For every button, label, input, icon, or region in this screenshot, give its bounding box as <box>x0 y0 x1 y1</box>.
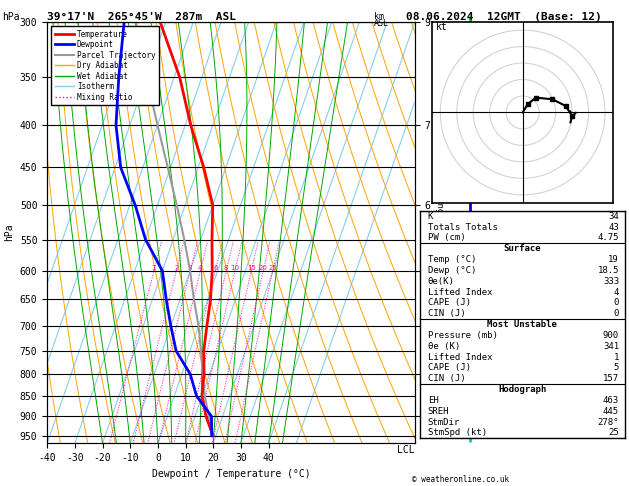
Text: Surface: Surface <box>504 244 541 253</box>
Text: 0: 0 <box>614 298 619 308</box>
Text: 278°: 278° <box>598 417 619 427</box>
Text: CAPE (J): CAPE (J) <box>428 298 470 308</box>
Text: PW (cm): PW (cm) <box>428 233 465 243</box>
Text: Lifted Index: Lifted Index <box>428 353 493 362</box>
Text: 900: 900 <box>603 331 619 340</box>
Text: kt: kt <box>435 22 447 32</box>
Text: 4.75: 4.75 <box>598 233 619 243</box>
Text: 19: 19 <box>608 255 619 264</box>
Text: 4: 4 <box>198 265 203 271</box>
Text: km: km <box>374 12 384 21</box>
Text: 3: 3 <box>188 265 192 271</box>
Text: θe (K): θe (K) <box>428 342 460 351</box>
Text: 43: 43 <box>608 223 619 232</box>
Text: StmSpd (kt): StmSpd (kt) <box>428 429 487 437</box>
Text: 463: 463 <box>603 396 619 405</box>
Text: Lifted Index: Lifted Index <box>428 288 493 296</box>
Text: 2: 2 <box>174 265 179 271</box>
Text: Most Unstable: Most Unstable <box>487 320 557 329</box>
Text: 15: 15 <box>247 265 255 271</box>
Text: 4: 4 <box>614 288 619 296</box>
Text: Totals Totals: Totals Totals <box>428 223 498 232</box>
Text: 6: 6 <box>213 265 218 271</box>
Text: CIN (J): CIN (J) <box>428 374 465 383</box>
Text: CIN (J): CIN (J) <box>428 309 465 318</box>
Text: ASL: ASL <box>374 19 389 29</box>
Y-axis label: Mixing Ratio (g/kg): Mixing Ratio (g/kg) <box>435 181 444 284</box>
Text: 157: 157 <box>603 374 619 383</box>
Text: LCL: LCL <box>397 445 415 455</box>
Text: 10: 10 <box>230 265 240 271</box>
Text: 333: 333 <box>603 277 619 286</box>
Text: Hodograph: Hodograph <box>498 385 547 394</box>
Text: Dewp (°C): Dewp (°C) <box>428 266 476 275</box>
X-axis label: Dewpoint / Temperature (°C): Dewpoint / Temperature (°C) <box>152 469 310 479</box>
Text: SREH: SREH <box>428 407 449 416</box>
Y-axis label: hPa: hPa <box>4 224 14 242</box>
Text: 445: 445 <box>603 407 619 416</box>
Text: K: K <box>428 212 433 221</box>
Text: © weatheronline.co.uk: © weatheronline.co.uk <box>412 474 509 484</box>
Text: θe(K): θe(K) <box>428 277 455 286</box>
Text: 34: 34 <box>608 212 619 221</box>
Text: EH: EH <box>428 396 438 405</box>
Legend: Temperature, Dewpoint, Parcel Trajectory, Dry Adiabat, Wet Adiabat, Isotherm, Mi: Temperature, Dewpoint, Parcel Trajectory… <box>51 26 159 105</box>
Text: 5: 5 <box>614 364 619 372</box>
Text: 25: 25 <box>608 429 619 437</box>
Text: 39°17'N  265°45'W  287m  ASL: 39°17'N 265°45'W 287m ASL <box>47 12 236 22</box>
Text: Temp (°C): Temp (°C) <box>428 255 476 264</box>
Text: 341: 341 <box>603 342 619 351</box>
Text: CAPE (J): CAPE (J) <box>428 364 470 372</box>
Text: 1: 1 <box>152 265 156 271</box>
Text: 1: 1 <box>614 353 619 362</box>
Text: 18.5: 18.5 <box>598 266 619 275</box>
Text: 25: 25 <box>269 265 277 271</box>
Text: Pressure (mb): Pressure (mb) <box>428 331 498 340</box>
Text: StmDir: StmDir <box>428 417 460 427</box>
Text: 08.06.2024  12GMT  (Base: 12): 08.06.2024 12GMT (Base: 12) <box>406 12 601 22</box>
Text: 0: 0 <box>614 309 619 318</box>
Text: hPa: hPa <box>2 12 19 22</box>
Text: 8: 8 <box>224 265 228 271</box>
Text: 20: 20 <box>259 265 268 271</box>
